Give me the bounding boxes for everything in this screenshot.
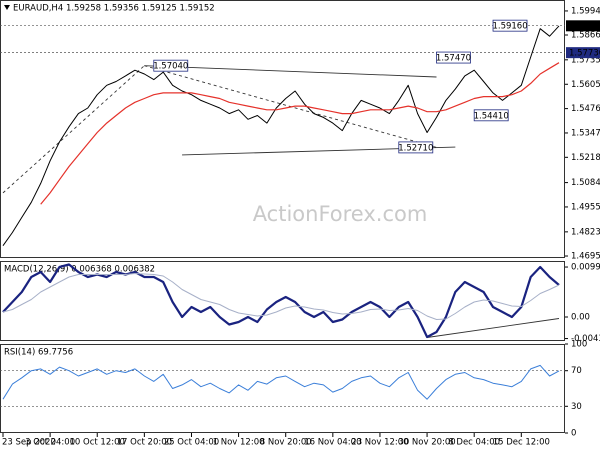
x-tick-label: 3 Oct 04:00 (25, 438, 75, 448)
trend-line (427, 318, 560, 338)
annotation-label: 1.57470 (436, 54, 471, 64)
series-line (2, 364, 560, 400)
menu-icon (4, 5, 10, 10)
y-tick-label: 70 (571, 366, 582, 376)
x-tick-label: 1 Nov 12:00 (213, 438, 265, 448)
y-tick-label: 0 (571, 429, 576, 439)
x-tick-label: 8 Nov 20:00 (260, 438, 312, 448)
annotation-box (473, 109, 509, 122)
y-tick-label: 1.46955 (571, 252, 600, 262)
annotation-label: 1.57040 (153, 62, 188, 72)
x-tick-label: 10 Oct 12:00 (70, 438, 125, 448)
y-tick-label: 0.00 (571, 313, 590, 323)
series-line (2, 273, 560, 320)
x-tick-label: 30 Nov 20:00 (398, 438, 455, 448)
x-tick-label: 25 Oct 04:00 (164, 438, 219, 448)
series-line (2, 25, 560, 246)
watermark: ActionForex.com (253, 202, 428, 226)
series-line (40, 62, 560, 205)
annotation-label: 1.52710 (398, 143, 433, 153)
y-tick-label: 1.57350 (571, 55, 600, 65)
x-tick-label: 8 Dec 04:00 (448, 438, 500, 448)
price-tag (566, 47, 600, 59)
y-tick-label: 1.52185 (571, 153, 600, 163)
x-tick-label: 23 Sep 2022 (2, 438, 56, 448)
y-tick-label: 1.48235 (571, 227, 600, 237)
y-tick-label: 1.54765 (571, 104, 600, 114)
panel-title: MACD(12,26,9) 0.006368 0.006382 (4, 265, 155, 275)
trend-line (2, 65, 145, 194)
trend-line (144, 65, 437, 78)
annotation-box (153, 59, 189, 72)
y-tick-label: -0.004313 (571, 334, 600, 344)
x-tick-label: 23 Nov 12:00 (351, 438, 408, 448)
y-tick-label: 30 (571, 402, 582, 412)
x-tick-label: 17 Oct 20:00 (117, 438, 172, 448)
panel-frame (0, 261, 565, 341)
y-tick-label: 1.56055 (571, 80, 600, 90)
chart-title: EURAUD,H4 1.59258 1.59356 1.59125 1.5915… (13, 4, 215, 14)
price-tag (566, 20, 600, 32)
price-tag-label: 1.57730 (569, 49, 600, 59)
y-tick-label: 1.58665 (571, 31, 600, 41)
panel-frame (0, 344, 565, 433)
y-tick-label: 0.009994 (571, 263, 600, 273)
price-tag-label: 1.59152 (569, 22, 600, 32)
annotation-label: 1.54410 (474, 111, 509, 121)
y-tick-label: 1.59940 (571, 6, 600, 16)
x-tick-label: 16 Nov 04:00 (304, 438, 361, 448)
y-tick-label: 1.50845 (571, 178, 600, 188)
panel-title: RSI(14) 69.7756 (4, 348, 73, 358)
annotation-box (398, 141, 434, 154)
y-tick-label: 1.49555 (571, 202, 600, 212)
annotation-label: 1.59160 (492, 22, 527, 32)
y-tick-label: 100 (571, 340, 587, 350)
panel-frame (0, 0, 565, 258)
annotation-box (436, 51, 471, 64)
annotation-box (492, 19, 528, 32)
x-tick-label: 15 Dec 12:00 (493, 438, 550, 448)
y-tick-label: 1.53475 (571, 128, 600, 138)
